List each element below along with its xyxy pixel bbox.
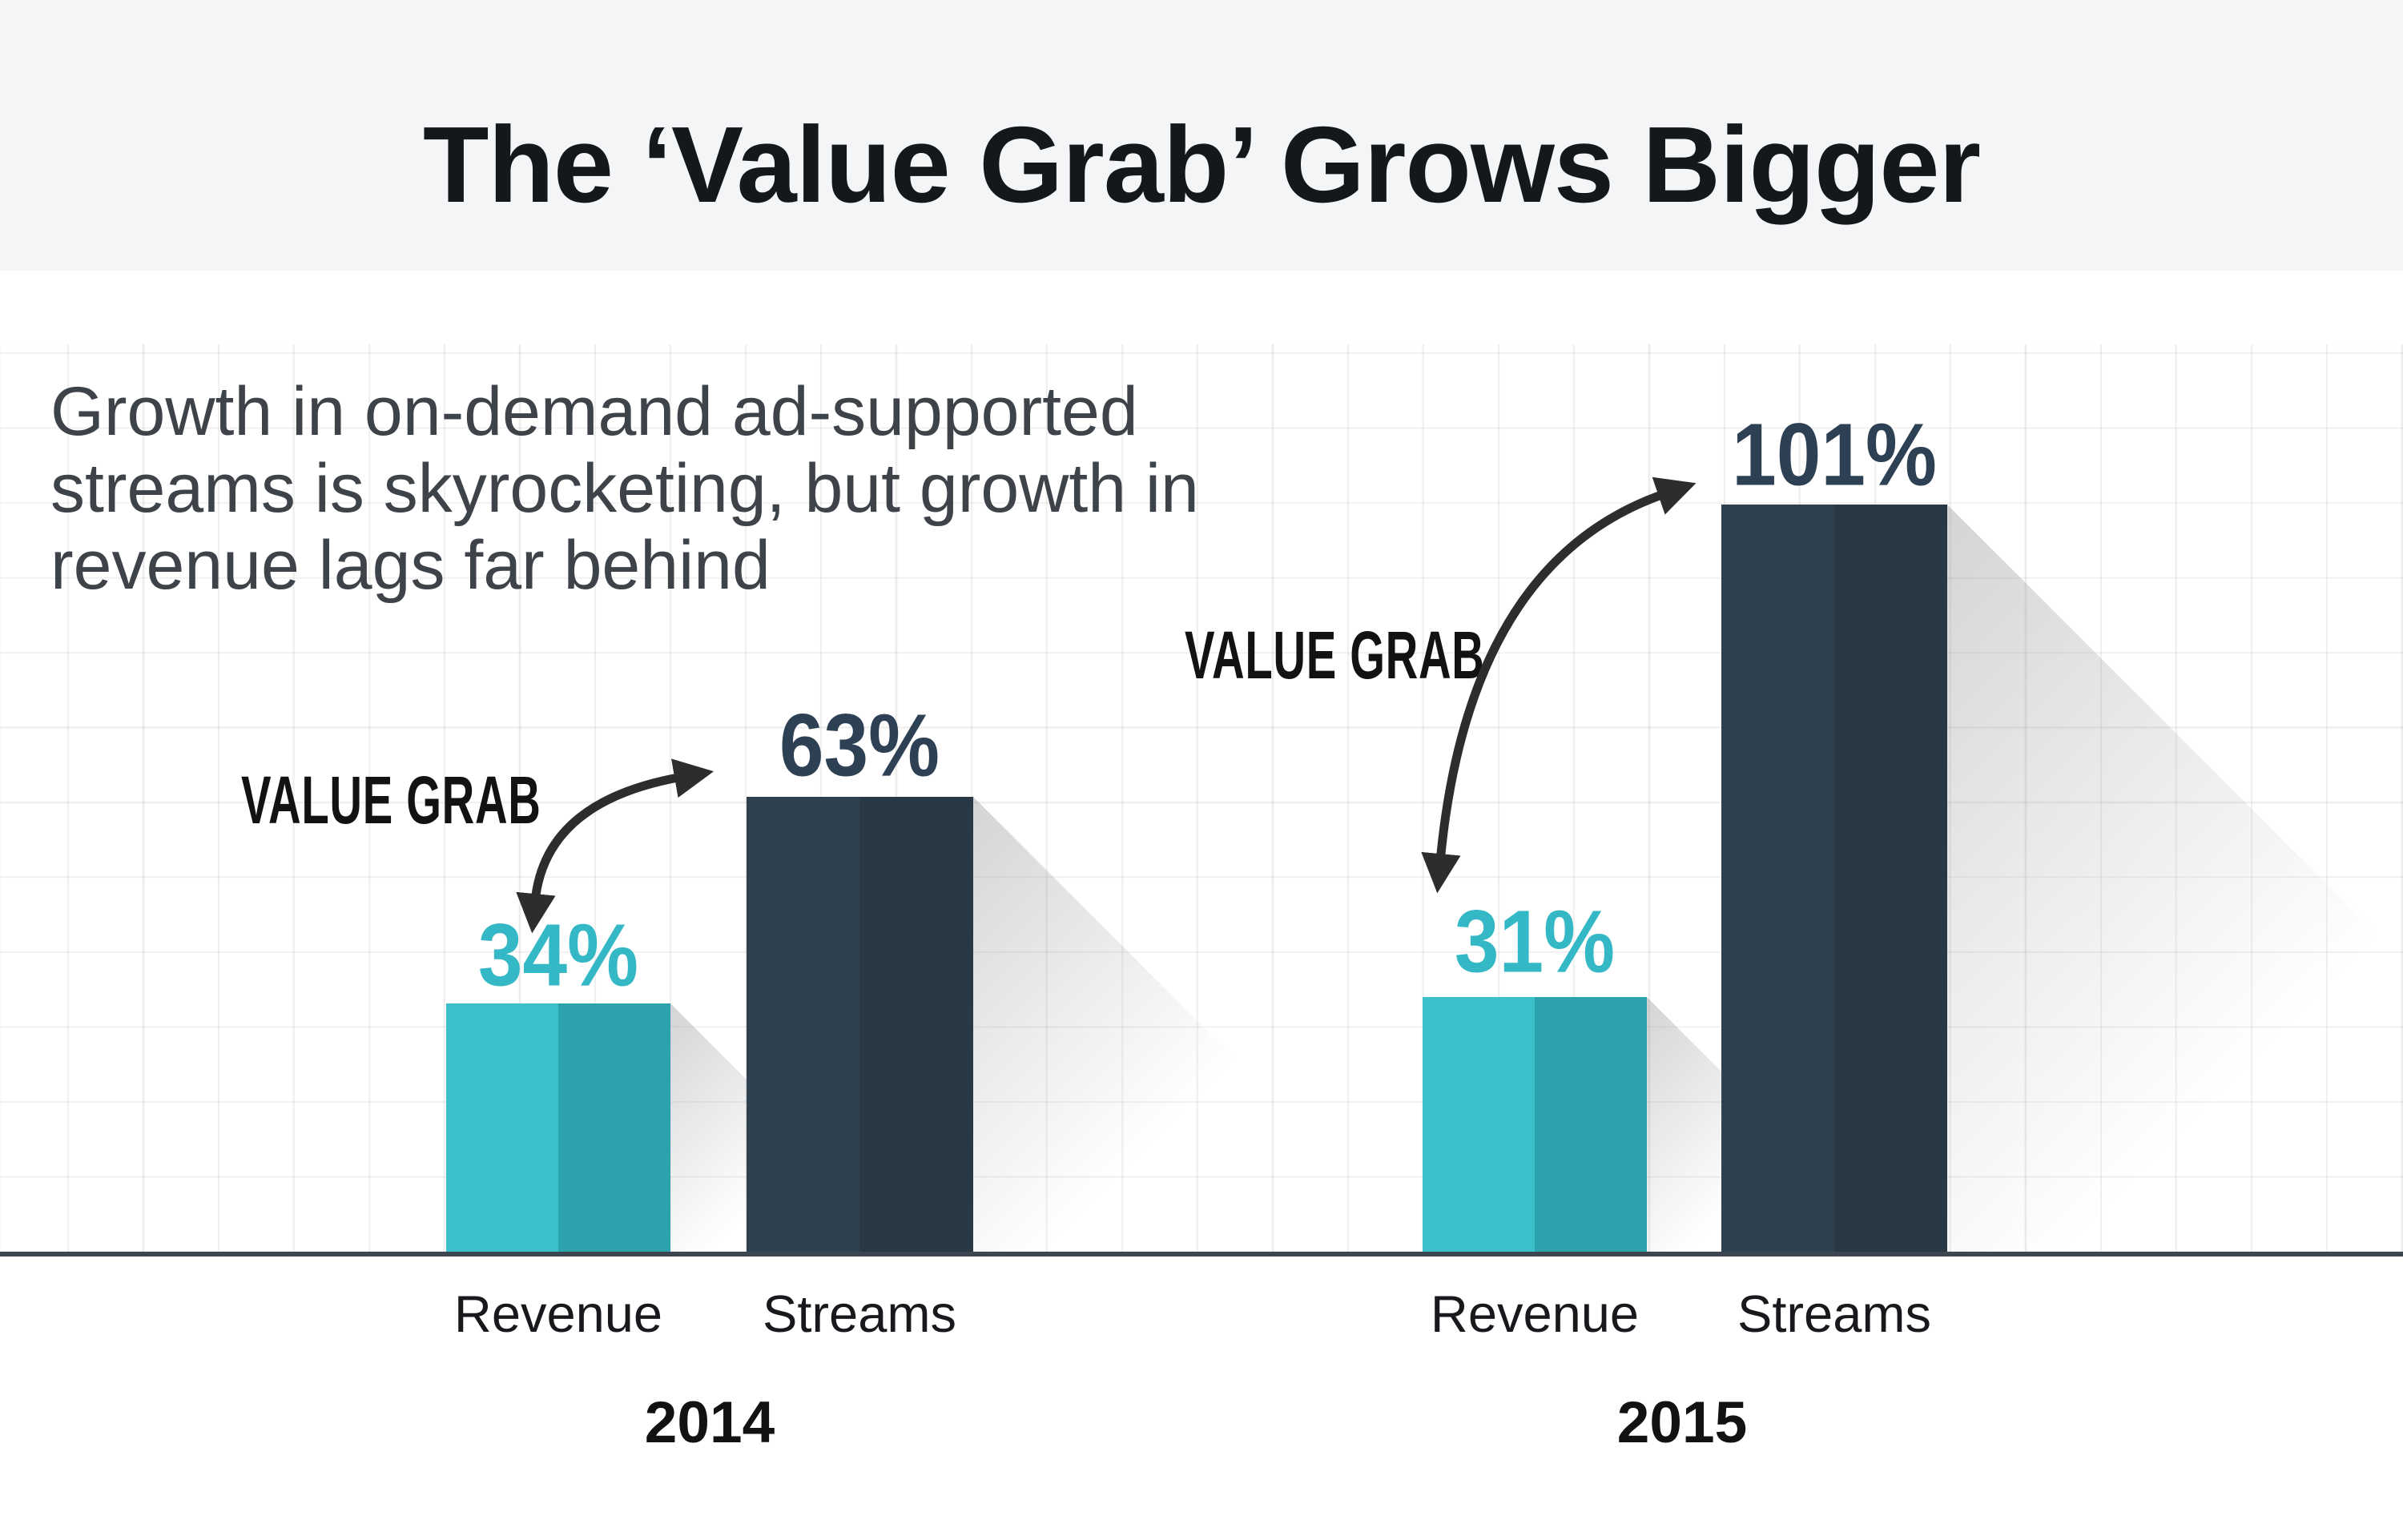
subtitle-line-1: Growth in on-demand ad-supported bbox=[50, 373, 1138, 450]
value-label-2015-revenue: 31% bbox=[1454, 892, 1616, 991]
value-grab-annotation-2014: VALUE GRAB bbox=[241, 762, 541, 838]
value-label-2014-streams: 63% bbox=[779, 696, 940, 795]
chart-grid-background bbox=[0, 344, 2403, 1253]
chart-subtitle: Growth in on-demand ad-supported streams… bbox=[50, 373, 1199, 604]
header-band: The ‘Value Grab’ Grows Bigger bbox=[0, 0, 2403, 271]
bar-2015-revenue bbox=[1423, 997, 1647, 1252]
year-label-2015: 2015 bbox=[1616, 1390, 1748, 1455]
x-axis-line bbox=[0, 1252, 2403, 1257]
value-label-2014-revenue: 34% bbox=[477, 906, 639, 1005]
year-label-2014: 2014 bbox=[644, 1390, 775, 1455]
axis-label-2015-streams: Streams bbox=[1737, 1285, 1931, 1343]
bar-2015-streams bbox=[1721, 505, 1947, 1252]
axis-label-2015-revenue: Revenue bbox=[1430, 1285, 1640, 1343]
axis-label-2014-streams: Streams bbox=[762, 1285, 956, 1343]
bar-2014-revenue bbox=[446, 1003, 670, 1252]
subtitle-line-3: revenue lags far behind bbox=[50, 527, 771, 604]
subtitle-line-2: streams is skyrocketing, but growth in bbox=[50, 450, 1199, 527]
value-label-2015-streams: 101% bbox=[1732, 405, 1937, 505]
page-title: The ‘Value Grab’ Grows Bigger bbox=[422, 104, 1981, 225]
axis-label-2014-revenue: Revenue bbox=[453, 1285, 663, 1343]
bar-2014-streams bbox=[747, 797, 973, 1252]
value-grab-annotation-2015: VALUE GRAB bbox=[1185, 617, 1485, 693]
